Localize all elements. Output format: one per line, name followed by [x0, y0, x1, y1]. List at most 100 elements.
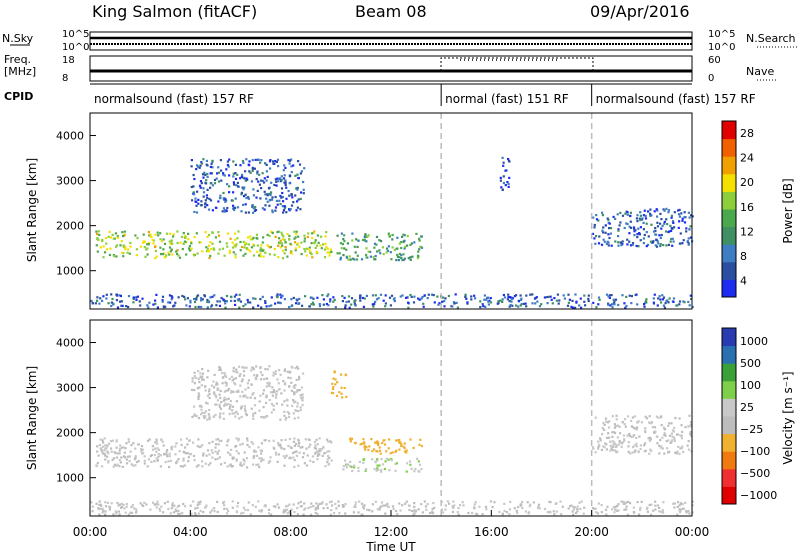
range-gate-cell [281, 257, 285, 260]
range-gate-cell [146, 304, 149, 307]
range-gate-cell [206, 188, 209, 191]
range-gate-cell [438, 302, 441, 305]
range-gate-cell [294, 174, 297, 177]
range-gate-cell [342, 254, 345, 257]
range-gate-cell [288, 412, 291, 415]
colorbar-tick-label: 500 [740, 357, 761, 370]
range-gate-cell [368, 509, 371, 512]
range-gate-cell [281, 205, 284, 208]
range-gate-cell [607, 221, 610, 224]
range-gate-cell [383, 443, 387, 446]
range-gate-cell [580, 306, 583, 309]
range-gate-cell [266, 193, 269, 196]
range-gate-cell [272, 389, 275, 392]
range-gate-cell [119, 444, 122, 447]
range-gate-cell [407, 306, 410, 309]
range-gate-cell [667, 424, 670, 427]
range-gate-cell [147, 458, 150, 461]
range-gate-cell [97, 454, 100, 457]
range-gate-cell [549, 501, 552, 504]
range-gate-cell [135, 461, 139, 464]
range-gate-cell [293, 459, 296, 462]
range-gate-cell [378, 464, 381, 467]
range-gate-cell [354, 501, 357, 504]
range-gate-cell [587, 299, 590, 303]
range-gate-cell [293, 385, 296, 388]
range-gate-cell [298, 442, 301, 445]
range-gate-cell [667, 439, 670, 442]
range-gate-cell [148, 241, 151, 245]
range-gate-cell [160, 240, 164, 243]
range-gate-cell [215, 304, 218, 307]
range-gate-cell [147, 306, 150, 309]
range-gate-cell [299, 446, 302, 449]
range-gate-cell [412, 510, 415, 513]
colorbar-swatch [722, 191, 736, 210]
range-gate-cell [96, 232, 99, 236]
range-gate-cell [509, 303, 512, 307]
range-gate-cell [605, 508, 608, 511]
range-gate-cell [119, 447, 122, 450]
range-gate-cell [478, 505, 481, 508]
range-gate-cell [226, 160, 229, 163]
range-gate-cell [252, 211, 255, 214]
range-gate-cell [231, 506, 234, 509]
range-gate-cell [247, 236, 250, 239]
range-gate-cell [292, 164, 295, 167]
range-gate-cell [244, 193, 247, 196]
range-gate-cell [633, 444, 636, 447]
range-gate-cell [644, 217, 648, 220]
colorbar-swatch [722, 209, 736, 228]
range-gate-cell [258, 254, 261, 257]
range-gate-cell [227, 509, 230, 512]
range-gate-cell [310, 303, 313, 306]
range-gate-cell [381, 463, 385, 466]
range-gate-cell [94, 302, 97, 305]
range-gate-cell [416, 457, 419, 460]
range-gate-cell [503, 502, 506, 505]
range-gate-cell [230, 448, 233, 451]
range-gate-cell [387, 233, 391, 236]
range-gate-cell [279, 373, 282, 376]
range-gate-cell [363, 441, 366, 444]
range-gate-cell [90, 501, 93, 504]
range-gate-cell [247, 301, 250, 304]
range-gate-cell [341, 295, 344, 298]
range-gate-cell [250, 180, 253, 183]
range-gate-cell [420, 297, 423, 300]
range-gate-cell [402, 240, 405, 244]
range-gate-cell [262, 236, 265, 239]
range-gate-cell [351, 257, 354, 260]
range-gate-cell [256, 172, 259, 175]
range-gate-cell [112, 513, 115, 516]
range-gate-cell [188, 245, 191, 248]
range-gate-cell [299, 197, 302, 200]
range-gate-cell [675, 304, 678, 307]
range-gate-cell [365, 247, 368, 250]
range-gate-cell [308, 250, 312, 253]
range-gate-cell [308, 305, 311, 308]
range-gate-cell [249, 235, 252, 238]
range-gate-cell [369, 255, 372, 258]
range-gate-cell [291, 366, 294, 369]
range-gate-cell [155, 255, 158, 258]
range-gate-cell [384, 302, 387, 305]
range-gate-cell [391, 505, 395, 508]
range-gate-cell [179, 465, 182, 468]
range-gate-cell [322, 446, 325, 449]
range-gate-cell [263, 505, 266, 508]
range-gate-cell [686, 444, 689, 447]
range-gate-cell [363, 297, 366, 300]
range-gate-cell [327, 293, 330, 296]
range-gate-cell [137, 460, 140, 463]
range-gate-cell [652, 230, 656, 233]
range-gate-cell [587, 294, 590, 297]
range-gate-cell [118, 452, 121, 455]
range-gate-cell [655, 208, 658, 211]
range-gate-cell [383, 504, 386, 507]
range-gate-cell [663, 209, 666, 212]
range-gate-cell [349, 258, 352, 261]
range-gate-cell [120, 300, 123, 303]
range-gate-cell [507, 293, 510, 296]
range-gate-cell [629, 211, 632, 214]
